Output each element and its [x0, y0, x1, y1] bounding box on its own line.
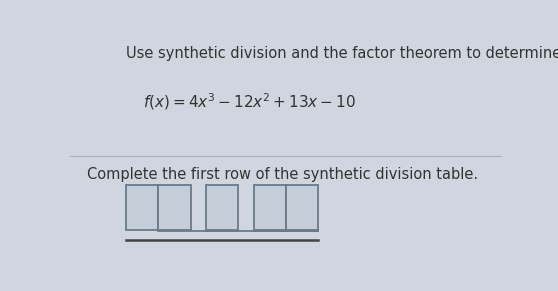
Text: Complete the first row of the synthetic division table.: Complete the first row of the synthetic … — [87, 167, 478, 182]
Bar — [253, 185, 286, 230]
Text: Use synthetic division and the factor theorem to determine wheth: Use synthetic division and the factor th… — [126, 46, 558, 61]
Text: $f(x) = 4x^3 - 12x^2 + 13x - 10$: $f(x) = 4x^3 - 12x^2 + 13x - 10$ — [143, 91, 357, 112]
Bar — [206, 185, 238, 230]
Bar — [158, 185, 191, 230]
Bar — [126, 185, 158, 230]
Bar — [286, 185, 319, 230]
